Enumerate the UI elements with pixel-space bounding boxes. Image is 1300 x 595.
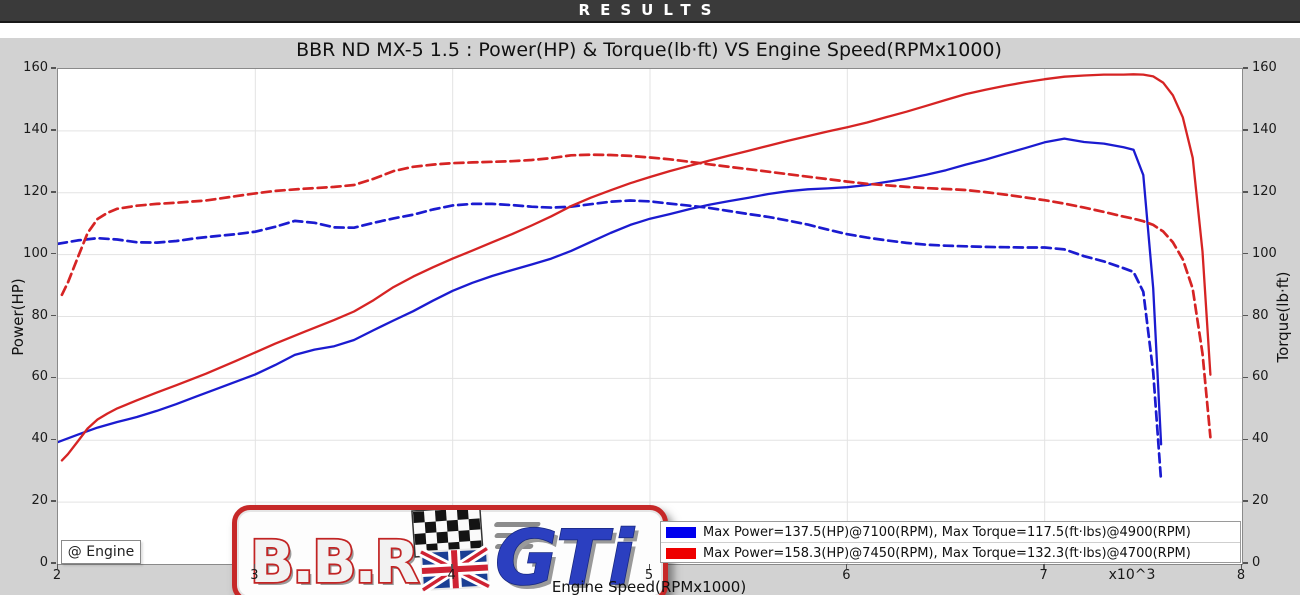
series-red-torque <box>60 153 1212 439</box>
y-tick-label-left: 100 <box>23 245 48 261</box>
x-tick-label: 7 <box>1039 568 1048 583</box>
y-tick-mark-right <box>1243 67 1248 69</box>
x-tick-label: 3 <box>250 568 259 583</box>
gti-text-shadow: GTi <box>499 517 639 595</box>
y-tick-mark-right <box>1243 562 1248 564</box>
y-tick-label-right: 40 <box>1252 431 1269 447</box>
y-tick-label-left: 120 <box>23 183 48 199</box>
series-blue-power <box>58 137 1163 446</box>
y-tick-mark-left <box>51 562 56 564</box>
gti-text: GTi <box>495 513 635 595</box>
y-tick-label-right: 160 <box>1252 60 1277 75</box>
results-header-bar: RESULTS <box>0 0 1300 23</box>
legend-row-red: Max Power=158.3(HP)@7450(RPM), Max Torqu… <box>661 542 1240 563</box>
y-tick-label-left: 60 <box>31 369 48 385</box>
y-tick-mark-right <box>1243 191 1248 193</box>
x-tick-label: 4 <box>447 568 456 583</box>
x-tick-mark <box>1043 564 1045 569</box>
dyno-curves-canvas <box>58 69 1242 564</box>
y-tick-mark-right <box>1243 314 1248 317</box>
x-tick-label: 5 <box>644 568 654 583</box>
x-tick-label: 8 <box>1236 568 1246 583</box>
x-axis-multiplier: x10^3 <box>1108 567 1156 583</box>
y-tick-mark-left <box>51 438 56 440</box>
x-tick-mark <box>253 564 256 569</box>
y-tick-mark-left <box>51 252 56 255</box>
x-tick-label: 2 <box>52 568 62 583</box>
speed-lines <box>494 522 541 549</box>
legend-label-red: Max Power=158.3(HP)@7450(RPM), Max Torqu… <box>703 545 1191 561</box>
y-tick-mark-left <box>51 314 56 317</box>
y-tick-label-left: 0 <box>39 555 48 570</box>
bbr-gti-logo-art: B.B.R. B.B.R. <box>248 510 639 595</box>
header-divider <box>0 23 1300 38</box>
y-tick-label-left: 40 <box>31 431 48 447</box>
y-tick-mark-left <box>51 500 56 502</box>
y-tick-mark-left <box>51 67 56 69</box>
plot-area: B.B.R. B.B.R. <box>57 68 1243 595</box>
y-tick-label-left: 160 <box>23 60 48 75</box>
blue-series-swatch <box>666 526 696 538</box>
union-jack-icon <box>418 544 491 594</box>
y-tick-label-left: 140 <box>23 121 48 137</box>
y-tick-label-right: 120 <box>1252 183 1277 199</box>
bbr-text: B.B.R. <box>250 528 438 595</box>
y-tick-label-right: 100 <box>1252 245 1277 261</box>
x-tick-mark <box>845 564 848 569</box>
checkered-flag-icon <box>411 510 484 558</box>
x-axis-label: Engine Speed(RPMx1000) <box>551 578 747 595</box>
x-tick-label: 6 <box>842 568 851 583</box>
results-title: RESULTS <box>578 1 722 19</box>
y-tick-label-right: 140 <box>1252 121 1277 137</box>
legend-row-blue: Max Power=137.5(HP)@7100(RPM), Max Torqu… <box>661 522 1240 542</box>
x-tick-mark <box>56 564 58 569</box>
legend-label-blue: Max Power=137.5(HP)@7100(RPM), Max Torqu… <box>703 524 1191 540</box>
y-tick-label-right: 60 <box>1252 369 1269 385</box>
x-tick-mark <box>1240 564 1242 569</box>
legend: Max Power=137.5(HP)@7100(RPM), Max Torqu… <box>660 521 1241 563</box>
engine-annotation-box: @ Engine <box>61 540 141 564</box>
y-tick-mark-left <box>51 376 56 379</box>
bbr-text-shadow: B.B.R. <box>253 531 441 595</box>
y-tick-mark-right <box>1243 500 1248 502</box>
y-tick-mark-left <box>51 129 56 131</box>
engine-annotation-text: @ Engine <box>67 544 135 560</box>
y-tick-mark-right <box>1243 252 1248 255</box>
x-tick-mark <box>648 564 650 569</box>
y-tick-label-right: 0 <box>1252 555 1261 570</box>
series-blue-torque <box>58 199 1163 483</box>
bbr-gti-logo: B.B.R. B.B.R. <box>232 505 668 595</box>
series-red-power <box>60 73 1212 462</box>
y-tick-mark-right <box>1243 438 1248 440</box>
y-tick-mark-right <box>1243 129 1248 131</box>
red-series-swatch <box>666 547 696 559</box>
y-tick-label-left: 20 <box>31 493 48 509</box>
y-tick-label-right: 20 <box>1252 493 1269 509</box>
y-tick-label-right: 80 <box>1252 307 1269 323</box>
chart-title: BBR ND MX-5 1.5 : Power(HP) & Torque(lb·… <box>296 39 1002 61</box>
x-tick-mark <box>451 564 453 569</box>
y-tick-label-left: 80 <box>31 307 48 323</box>
y-tick-mark-right <box>1243 376 1248 379</box>
y-tick-mark-left <box>51 191 56 193</box>
